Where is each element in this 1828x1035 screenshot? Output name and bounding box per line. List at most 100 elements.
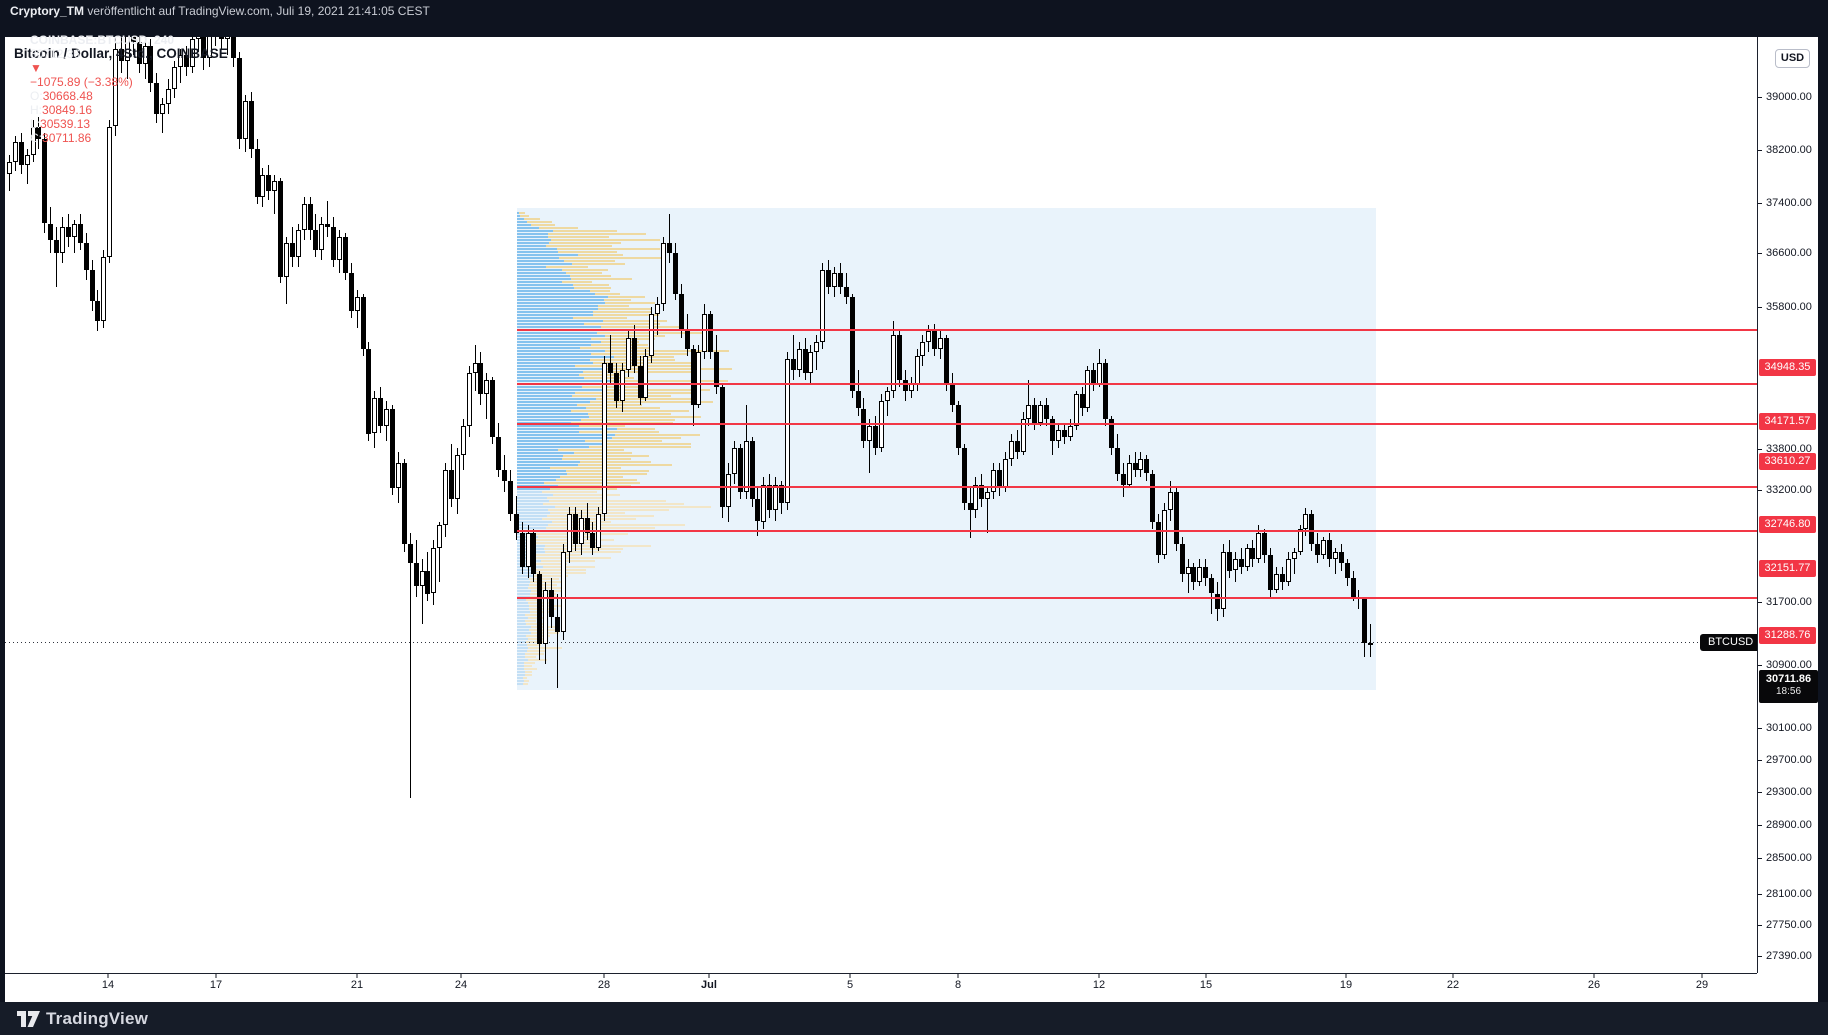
candle-up xyxy=(938,338,943,349)
candle-down xyxy=(313,230,318,250)
current-price-box: 30711.86 18:56 xyxy=(1759,670,1818,703)
profile-bar-sell xyxy=(564,260,615,262)
candle-down xyxy=(255,148,260,198)
candle-wick xyxy=(1335,547,1336,575)
candle-up xyxy=(973,484,978,511)
profile-bar-buy xyxy=(517,350,605,352)
candle-down xyxy=(1015,440,1020,452)
level-price-label[interactable]: 34171.57 xyxy=(1759,413,1816,430)
candle-down xyxy=(1280,574,1285,582)
profile-bar-buy xyxy=(517,341,601,343)
profile-bar-buy xyxy=(517,401,590,403)
profile-bar-buy xyxy=(517,611,531,613)
profile-bar-buy xyxy=(517,674,525,676)
profile-bar-buy xyxy=(517,461,580,463)
profile-bar-buy xyxy=(517,425,579,427)
candle-up xyxy=(867,426,872,441)
time-tick-mark xyxy=(356,974,358,978)
profile-bar-sell xyxy=(590,290,611,292)
candle-down xyxy=(36,126,41,140)
profile-bar-sell xyxy=(524,653,545,655)
candle-down xyxy=(667,243,672,254)
profile-bar-buy xyxy=(517,359,590,361)
time-tick-label: 5 xyxy=(846,979,854,991)
close-value: 30711.86 xyxy=(42,131,92,145)
candle-down xyxy=(490,380,495,438)
level-price-label[interactable]: 32746.80 xyxy=(1759,516,1816,533)
currency-badge[interactable]: USD xyxy=(1775,49,1810,68)
candle-down xyxy=(1327,540,1332,560)
profile-bar-sell xyxy=(547,509,669,511)
level-price-label[interactable]: 32151.77 xyxy=(1759,560,1816,577)
horizontal-level-line[interactable] xyxy=(517,486,1757,488)
time-tick-label: 15 xyxy=(1199,979,1213,991)
chart-plot-area[interactable]: BTCUSD Bitcoin / Dollar, 4Std., COINBASE xyxy=(5,37,1757,973)
symbol-price-pill[interactable]: BTCUSD xyxy=(1700,634,1757,651)
profile-bar-buy xyxy=(517,434,615,436)
profile-bar-buy xyxy=(517,308,599,310)
candle-down xyxy=(402,462,407,544)
candle-down xyxy=(1309,514,1314,544)
last-price: 30712.36 xyxy=(30,47,81,61)
profile-bar-buy xyxy=(517,386,583,388)
candle-down xyxy=(673,253,678,294)
candle-down xyxy=(632,338,637,367)
level-price-label[interactable]: 34948.35 xyxy=(1759,359,1816,376)
profile-bar-buy xyxy=(517,419,582,421)
candle-up xyxy=(178,54,183,67)
profile-bar-buy xyxy=(517,440,585,442)
level-price-label[interactable]: 31288.76 xyxy=(1759,627,1816,644)
candle-up xyxy=(920,341,925,356)
fixed-range-box xyxy=(517,208,1376,690)
horizontal-level-line[interactable] xyxy=(517,530,1757,532)
profile-bar-buy xyxy=(517,614,526,616)
profile-bar-buy xyxy=(517,218,525,220)
profile-bar-buy xyxy=(517,581,530,583)
profile-bar-sell xyxy=(538,536,593,538)
price-tick-label: 27390.00 xyxy=(1766,950,1812,962)
candle-down xyxy=(42,139,47,224)
profile-bar-sell xyxy=(544,482,640,484)
time-tick-mark xyxy=(215,974,217,978)
profile-bar-sell xyxy=(536,542,598,544)
candle-down xyxy=(791,359,796,370)
candle-up xyxy=(1003,458,1008,489)
profile-bar-buy xyxy=(517,365,575,367)
profile-bar-buy xyxy=(517,296,608,298)
candle-up xyxy=(1333,551,1338,560)
profile-bar-buy xyxy=(517,410,572,412)
profile-bar-sell xyxy=(555,506,712,508)
profile-bar-buy xyxy=(517,260,564,262)
profile-bar-sell xyxy=(590,353,688,355)
time-tick-mark xyxy=(1593,974,1595,978)
profile-bar-sell xyxy=(584,377,635,379)
ohlc-status-line: COINBASE:BTCUSD, 240 30712.36 ▼ −1075.89… xyxy=(30,33,175,145)
time-tick-mark xyxy=(1701,974,1703,978)
horizontal-level-line[interactable] xyxy=(517,423,1757,425)
candle-wick xyxy=(198,37,199,52)
candle-up xyxy=(1038,404,1043,423)
candle-up xyxy=(296,230,301,257)
horizontal-level-line[interactable] xyxy=(517,383,1757,385)
tradingview-brand-link[interactable]: TradingView xyxy=(46,1009,149,1028)
profile-bar-sell xyxy=(526,221,553,223)
candle-down xyxy=(343,236,348,274)
candle-up xyxy=(125,37,130,61)
profile-bar-buy xyxy=(517,635,527,637)
candle-up xyxy=(1127,462,1132,485)
candle-up xyxy=(437,525,442,548)
profile-bar-sell xyxy=(532,572,587,574)
profile-bar-sell xyxy=(544,551,621,553)
level-price-label[interactable]: 33610.27 xyxy=(1759,453,1816,470)
horizontal-level-line[interactable] xyxy=(517,597,1757,599)
price-tick-label: 39000.00 xyxy=(1766,91,1812,103)
time-axis[interactable]: 14 17 21 24 28 Jul 5 8 12 15 19 22 26 29 xyxy=(5,973,1757,1003)
profile-bar-buy xyxy=(517,494,553,496)
price-axis[interactable]: 39000.00 38200.00 37400.00 36600.00 35800.00… xyxy=(1757,37,1819,1002)
profile-bar-sell xyxy=(603,299,631,301)
candle-up xyxy=(1286,559,1291,582)
tradingview-logo-icon[interactable] xyxy=(16,1009,42,1029)
candle-down xyxy=(361,297,366,349)
horizontal-level-line[interactable] xyxy=(517,329,1757,331)
candle-down xyxy=(537,574,542,644)
